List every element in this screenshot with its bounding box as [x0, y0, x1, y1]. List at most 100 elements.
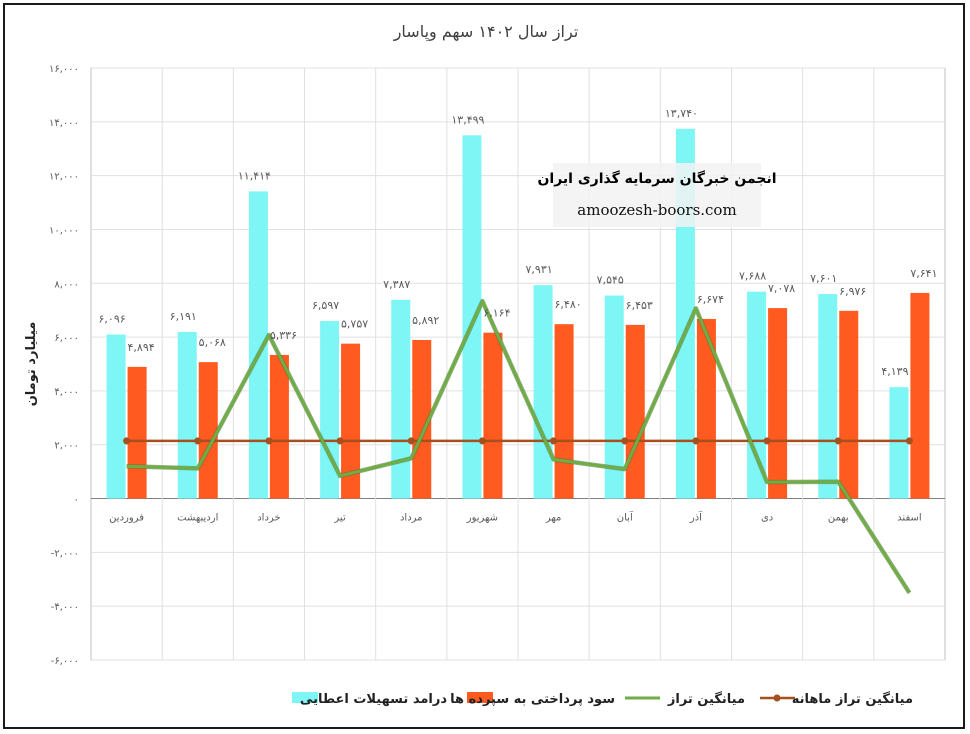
- bar-lending-income: [604, 295, 624, 499]
- y-tick-label: ۴,۰۰۰: [54, 387, 79, 398]
- x-tick-label: خرداد: [257, 513, 280, 524]
- data-label-deposit-interest: ۶,۴۵۳: [626, 299, 653, 312]
- y-axis-label: میلیارد تومان: [24, 322, 39, 407]
- marker-monthly-average: [550, 437, 558, 445]
- data-label-lending-income: ۷,۶۰۱: [810, 272, 837, 285]
- x-tick-label: فروردین: [109, 513, 144, 524]
- watermark-url: amoozesh-boors.com: [577, 201, 736, 219]
- x-tick-label: اسفند: [897, 513, 921, 524]
- bar-lending-income: [533, 285, 553, 499]
- bar-deposit-interest: [269, 354, 289, 499]
- y-tick-label: -۴,۰۰۰: [51, 602, 79, 613]
- marker-monthly-average: [336, 437, 344, 445]
- bar-deposit-interest: [341, 343, 361, 499]
- x-tick-label: تیر: [333, 513, 346, 524]
- chart: تراز سال ۱۴۰۲ سهم وپاسار ۶,۰۹۶ ۴,۸۹۴ ۶,۱۹۱…: [24, 22, 946, 707]
- data-label-deposit-interest: ۷,۶۴۱: [910, 267, 937, 280]
- chart-frame: تراز سال ۱۴۰۲ سهم وپاسار ۶,۰۹۶ ۴,۸۹۴ ۶,۱۹۱…: [3, 3, 965, 729]
- y-tick-label: ۱۶,۰۰۰: [49, 64, 79, 75]
- data-label-lending-income: ۷,۹۳۱: [526, 263, 553, 276]
- data-label-lending-income: ۶,۰۹۶: [99, 313, 126, 326]
- data-label-deposit-interest: ۶,۶۷۴: [697, 293, 724, 306]
- legend: میانگین تراز ماهانه میانگین تراز سود پرداخ…: [292, 691, 913, 707]
- bar-deposit-interest: [412, 339, 432, 499]
- data-label-deposit-interest: ۵,۸۹۲: [412, 314, 439, 327]
- marker-monthly-average: [407, 437, 415, 445]
- line-average-balance: [126, 299, 911, 594]
- bar-deposit-interest: [910, 292, 930, 499]
- data-label-deposit-interest: ۵,۷۵۷: [341, 318, 368, 331]
- bar-lending-income: [818, 294, 838, 499]
- bar-deposit-interest: [127, 366, 147, 499]
- x-tick-label: مرداد: [400, 513, 423, 524]
- data-label-deposit-interest: ۵,۰۶۸: [199, 336, 226, 349]
- watermark: انجمن خبرگان سرمایه گذاری ایران amoozesh…: [537, 163, 777, 227]
- data-label-lending-income: ۱۳,۷۴۰: [665, 107, 698, 120]
- marker-monthly-average: [478, 437, 486, 445]
- y-tick-label: ۱۲,۰۰۰: [49, 172, 79, 183]
- y-tick-label: ۶,۰۰۰: [54, 333, 79, 344]
- bar-deposit-interest: [768, 308, 788, 499]
- bar-deposit-interest: [839, 310, 859, 499]
- x-tick-label: مهر: [545, 513, 561, 524]
- x-tick-label: شهریور: [466, 513, 498, 524]
- data-label-deposit-interest: ۶,۹۷۶: [839, 285, 866, 298]
- series-lines: [123, 298, 913, 594]
- marker-monthly-average: [621, 437, 629, 445]
- bar-deposit-interest: [696, 318, 716, 499]
- x-tick-label: آبان: [617, 511, 634, 524]
- bar-lending-income: [462, 135, 482, 499]
- legend-marker-monthly-average: [773, 694, 781, 702]
- bar-lending-income: [889, 387, 909, 499]
- y-tick-label: ۸,۰۰۰: [54, 279, 79, 290]
- legend-label-deposit-interest: سود پرداختی به سپرده ها: [450, 692, 615, 707]
- data-label-lending-income: ۷,۳۸۷: [383, 278, 410, 291]
- marker-monthly-average: [265, 437, 273, 445]
- data-label-lending-income: ۴,۱۳۹: [881, 365, 908, 378]
- chart-title: تراز سال ۱۴۰۲ سهم وپاسار: [393, 22, 579, 42]
- bar-deposit-interest: [625, 324, 645, 499]
- y-ticks: ۱۶,۰۰۰ ۱۴,۰۰۰ ۱۲,۰۰۰ ۱۰,۰۰۰ ۸,۰۰۰ ۶,۰۰۰ ۴,۰۰۰ ۲…: [49, 64, 79, 667]
- y-tick-label: ۱۰,۰۰۰: [49, 225, 79, 236]
- y-tick-label: ۱۴,۰۰۰: [49, 118, 79, 129]
- legend-label-average-balance: میانگین تراز: [667, 691, 745, 707]
- x-tick-label: دی: [761, 513, 773, 524]
- gridlines: [90, 67, 946, 661]
- marker-monthly-average: [905, 437, 913, 445]
- y-tick-label: -۲,۰۰۰: [51, 548, 79, 559]
- data-label-deposit-interest: ۶,۱۶۴: [483, 307, 510, 320]
- bar-lending-income: [391, 299, 411, 499]
- watermark-title: انجمن خبرگان سرمایه گذاری ایران: [537, 170, 776, 187]
- data-label-deposit-interest: ۴,۸۹۴: [128, 341, 155, 354]
- data-label-lending-income: ۱۳,۴۹۹: [451, 113, 484, 126]
- marker-monthly-average: [763, 437, 771, 445]
- bar-deposit-interest: [554, 324, 574, 499]
- y-tick-label: ۲,۰۰۰: [54, 441, 79, 452]
- bar-lending-income: [177, 331, 197, 499]
- data-label-lending-income: ۱۱,۴۱۴: [238, 169, 271, 182]
- bar-lending-income: [320, 321, 340, 499]
- bar-deposit-interest: [198, 362, 218, 499]
- legend-label-monthly-average: میانگین تراز ماهانه: [792, 691, 913, 707]
- data-label-deposit-interest: ۷,۰۷۸: [768, 282, 795, 295]
- legend-swatch-lending-income: [292, 692, 318, 703]
- legend-swatch-deposit-interest: [467, 692, 493, 703]
- bar-deposit-interest: [483, 332, 503, 499]
- bar-lending-income: [248, 191, 268, 499]
- data-label-deposit-interest: ۶,۴۸۰: [555, 298, 582, 311]
- x-tick-label: اردیبهشت: [177, 513, 218, 524]
- marker-monthly-average: [123, 437, 131, 445]
- data-label-deposit-interest: ۵,۳۳۶: [270, 329, 297, 342]
- marker-monthly-average: [194, 437, 202, 445]
- legend-label-lending-income: درامد تسهیلات اعطایی: [300, 692, 447, 707]
- data-label-lending-income: ۷,۵۴۵: [597, 274, 624, 287]
- marker-monthly-average: [692, 437, 700, 445]
- y-tick-label: ۰: [74, 495, 79, 506]
- x-ticks: فروردین اردیبهشت خرداد تیر مرداد شهریور مهر آبا…: [109, 511, 921, 524]
- x-tick-label: آذر: [689, 511, 703, 524]
- x-tick-label: بهمن: [828, 513, 849, 524]
- data-label-lending-income: ۶,۵۹۷: [312, 299, 339, 312]
- bar-lending-income: [106, 334, 126, 499]
- data-label-lending-income: ۷,۶۸۸: [739, 270, 766, 283]
